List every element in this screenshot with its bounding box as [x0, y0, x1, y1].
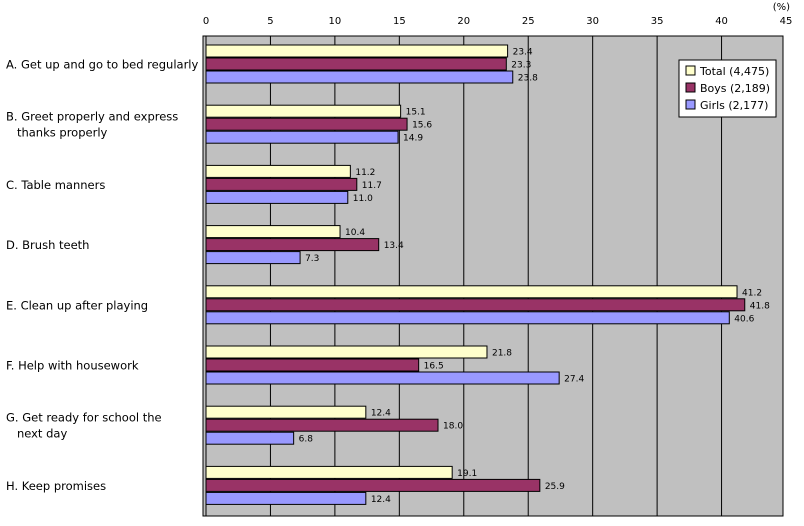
unit-label: (%): [773, 2, 790, 13]
x-tick-label: 25: [522, 16, 535, 27]
data-label: 41.2: [742, 288, 762, 298]
data-label: 11.7: [362, 181, 382, 191]
data-label: 23.4: [513, 48, 533, 58]
bar: [205, 130, 399, 144]
data-label: 15.1: [406, 108, 426, 118]
bar: [205, 478, 541, 492]
bar: [205, 431, 295, 445]
category-label: D. Brush teeth: [6, 238, 89, 252]
bar: [205, 298, 746, 312]
x-tick-label: 45: [780, 16, 793, 27]
x-tick-label: 35: [651, 16, 664, 27]
category-label: B. Greet properly and express: [6, 110, 178, 124]
bars: 23.4 23.3 23.8 15.1 15.6 14.9 11.2 11.7 11.0 10.4…: [205, 44, 770, 505]
data-label: 19.1: [457, 469, 477, 479]
category-label: thanks properly: [6, 126, 108, 140]
category-label: E. Clean up after playing: [6, 298, 148, 312]
bar: [205, 164, 351, 178]
x-tick-label: 10: [329, 16, 342, 27]
x-tick-label: 0: [203, 16, 209, 27]
data-label: 18.0: [443, 422, 463, 432]
bar: [205, 405, 367, 419]
data-label: 25.9: [545, 482, 565, 492]
data-label: 15.6: [412, 121, 432, 131]
data-label: 7.3: [305, 254, 319, 264]
bar: [205, 285, 738, 299]
bar: [205, 491, 367, 505]
data-label: 23.8: [518, 74, 538, 84]
bar: [205, 371, 560, 385]
bar: [205, 117, 408, 131]
bar: [205, 190, 349, 204]
category-label: C. Table manners: [6, 178, 105, 192]
x-axis-ticks: 0 5 10 15 20 25 30 35 40 45: [203, 16, 793, 27]
category-label: next day: [6, 427, 67, 441]
data-label: 11.2: [355, 168, 375, 178]
legend-swatch: [685, 65, 696, 76]
legend-label: Boys (2,189): [700, 82, 770, 95]
legend-swatch: [685, 99, 696, 110]
data-label: 21.8: [492, 349, 512, 359]
data-label: 40.6: [734, 314, 754, 324]
data-label: 41.8: [750, 301, 770, 311]
bar: [205, 311, 730, 325]
data-label: 12.4: [371, 409, 391, 419]
data-label: 27.4: [564, 375, 584, 385]
category-label: H. Keep promises: [6, 479, 106, 493]
bar: [205, 465, 453, 479]
bar: [205, 57, 507, 71]
x-tick-label: 30: [586, 16, 599, 27]
data-label: 10.4: [345, 228, 365, 238]
legend-label: Girls (2,177): [700, 99, 768, 112]
bar: [205, 418, 439, 432]
data-label: 14.9: [403, 134, 423, 144]
category-label: A. Get up and go to bed regularly: [6, 58, 198, 72]
data-label: 16.5: [424, 362, 444, 372]
category-label: F. Help with housework: [6, 359, 139, 373]
legend: Total (4,475) Boys (2,189) Girls (2,177): [678, 59, 777, 118]
x-tick-label: 15: [393, 16, 406, 27]
bar: [205, 70, 514, 84]
legend-swatch: [685, 82, 696, 93]
bar: [205, 238, 380, 252]
bar: [205, 44, 509, 58]
category-labels: A. Get up and go to bed regularly B. Gree…: [6, 58, 198, 493]
category-label: G. Get ready for school the: [6, 411, 162, 425]
data-label: 6.8: [299, 435, 314, 445]
bar: [205, 225, 341, 239]
data-label: 11.0: [353, 194, 373, 204]
data-label: 23.3: [511, 61, 531, 71]
legend-label: Total (4,475): [699, 65, 769, 78]
x-tick-label: 40: [715, 16, 728, 27]
bar: [205, 251, 301, 265]
bar: [205, 345, 488, 359]
x-tick-label: 5: [267, 16, 273, 27]
bar: [205, 358, 420, 372]
bar: [205, 177, 358, 191]
data-label: 12.4: [371, 495, 391, 505]
data-label: 13.4: [384, 241, 404, 251]
x-tick-label: 20: [457, 16, 470, 27]
bar: [205, 104, 402, 118]
